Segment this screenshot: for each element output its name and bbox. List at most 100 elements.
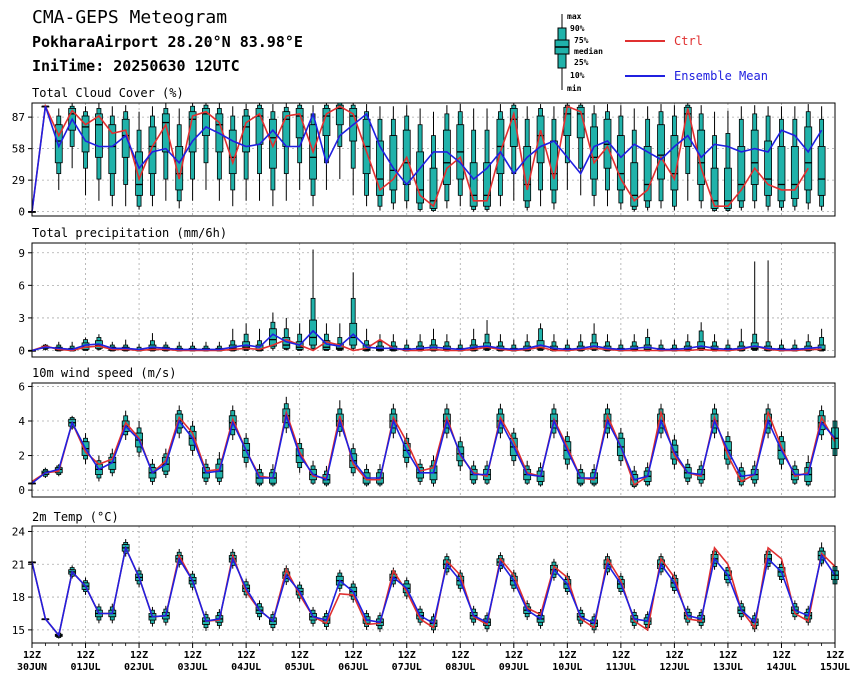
box-upper-tail — [631, 341, 637, 347]
box-upper-tail — [511, 104, 517, 109]
box-upper-tail — [243, 333, 249, 343]
x-hour-label: 12Z — [398, 650, 416, 661]
ensemble-box — [322, 323, 331, 351]
ensemble-box — [135, 111, 143, 210]
box-iqr — [764, 140, 772, 196]
x-date-label: 30JUN — [17, 662, 47, 673]
mean-series-line — [31, 545, 836, 638]
box-lower-tail — [96, 474, 102, 479]
panel-cloud-frame — [31, 102, 836, 217]
box-lower-tail — [350, 344, 356, 349]
box-lower-tail — [484, 205, 490, 210]
box-lower-tail — [819, 194, 825, 207]
box-upper-tail — [551, 408, 557, 415]
box-upper-tail — [390, 341, 396, 347]
box-upper-tail — [324, 333, 329, 342]
box-upper-tail — [297, 333, 303, 343]
panel-precip-title: Total precipitation (mm/6h) — [32, 226, 227, 240]
box-upper-tail — [685, 463, 691, 469]
box-upper-tail — [56, 115, 62, 126]
box-lower-tail — [350, 140, 356, 169]
box-lower-tail — [685, 146, 691, 175]
box-upper-tail — [551, 561, 557, 566]
box-upper-tail — [270, 111, 276, 120]
ensemble-box — [349, 103, 358, 196]
box-upper-tail — [725, 133, 731, 169]
x-date-label: 01JUL — [70, 662, 100, 673]
legend-median: median — [574, 46, 603, 56]
ensemble-box — [255, 103, 264, 201]
box-lower-tail — [511, 455, 517, 462]
box-upper-tail — [672, 439, 677, 446]
box-upper-tail — [404, 344, 410, 349]
box-upper-tail — [819, 337, 825, 346]
legend-p10: 10% — [570, 71, 585, 80]
box-upper-tail — [109, 115, 115, 126]
y-tick-label: 0 — [18, 484, 25, 497]
box-upper-tail — [511, 432, 517, 439]
box-upper-tail — [350, 583, 356, 588]
x-hour-label: 12Z — [77, 650, 95, 661]
y-tick-label: 6 — [18, 380, 25, 393]
box-lower-tail — [538, 621, 543, 626]
box-lower-tail — [163, 151, 169, 180]
box-upper-tail — [230, 340, 236, 346]
panel-wind: 0 2 4 6 10m wind speed (m/s) — [18, 366, 839, 498]
box-lower-tail — [618, 455, 624, 462]
ensemble-box — [750, 261, 759, 351]
box-iqr — [643, 146, 652, 202]
legend-max: max — [567, 12, 582, 21]
box-upper-tail — [350, 448, 356, 455]
box-lower-tail — [83, 455, 88, 460]
ensemble-box — [777, 106, 786, 211]
x-date-label: 08JUL — [445, 662, 475, 673]
box-upper-tail — [203, 104, 209, 109]
box-lower-tail — [698, 184, 704, 202]
box-lower-tail — [524, 200, 530, 208]
box-upper-tail — [819, 410, 825, 417]
box-iqr — [108, 124, 117, 175]
box-upper-tail — [444, 113, 450, 131]
y-tick-label: 4 — [18, 415, 25, 428]
box-upper-tail — [551, 118, 557, 142]
box-lower-tail — [417, 202, 423, 210]
box-iqr — [657, 124, 665, 180]
box-lower-tail — [243, 151, 249, 180]
ensemble-box — [576, 464, 585, 487]
box-upper-tail — [685, 341, 691, 347]
box-lower-tail — [297, 462, 303, 469]
box-lower-tail — [752, 184, 758, 202]
box-lower-tail — [738, 613, 744, 618]
box-upper-tail — [658, 111, 664, 126]
box-lower-tail — [551, 189, 557, 204]
box-lower-tail — [163, 618, 169, 623]
box-lower-tail — [457, 460, 463, 467]
box-upper-tail — [457, 441, 463, 448]
box-upper-tail — [364, 340, 369, 346]
init-time-label: IniTime: 20250630 12UTC — [32, 57, 240, 75]
box-lower-tail — [310, 479, 316, 484]
box-upper-tail — [712, 135, 717, 169]
box-upper-tail — [283, 328, 289, 338]
ensemble-box — [509, 103, 518, 201]
x-hour-label: 12Z — [665, 650, 683, 661]
box-iqr — [309, 319, 317, 346]
box-lower-tail — [417, 477, 423, 482]
x-date-label: 12JUL — [659, 662, 689, 673]
box-upper-tail — [324, 104, 329, 109]
box-lower-tail — [471, 205, 477, 210]
ensemble-box — [202, 103, 210, 190]
box-upper-tail — [672, 344, 677, 349]
box-lower-tail — [377, 625, 383, 630]
box-iqr — [724, 167, 732, 209]
box-iqr — [228, 129, 237, 175]
box-iqr — [536, 115, 545, 164]
box-lower-tail — [444, 184, 450, 202]
ensemble-box — [429, 111, 438, 212]
box-upper-tail — [457, 344, 463, 349]
ctrl-series-line — [31, 103, 809, 212]
box-lower-tail — [765, 194, 771, 207]
box-upper-tail — [310, 297, 316, 321]
ensemble-box — [268, 104, 277, 207]
